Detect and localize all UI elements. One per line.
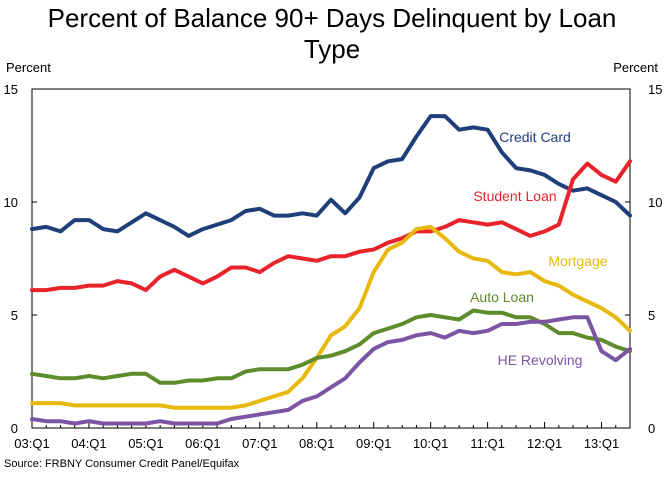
x-tick-label: 04:Q1	[71, 436, 106, 451]
x-tick-label: 06:Q1	[185, 436, 220, 451]
series-line-mortgage	[30, 224, 632, 410]
series-label-he-revolving: HE Revolving	[498, 352, 583, 368]
series-label-student-loan: Student Loan	[473, 188, 556, 204]
series-line-he-revolving	[30, 315, 632, 426]
y-axis-label-left: Percent	[6, 60, 51, 75]
series-label-auto-loan: Auto Loan	[470, 289, 534, 305]
y-tick-label-right: 15	[648, 82, 662, 97]
x-tick-label: 11:Q1	[470, 436, 504, 451]
series-line-credit-card	[30, 114, 632, 238]
series-line-student-loan	[30, 159, 632, 293]
x-tick-label: 10:Q1	[413, 436, 448, 451]
y-tick-label-left: 5	[11, 308, 18, 323]
y-tick-label-right: 5	[648, 308, 655, 323]
x-tick-label: 12:Q1	[527, 436, 562, 451]
x-tick-label: 03:Q1	[14, 436, 49, 451]
x-tick-label: 13:Q1	[584, 436, 619, 451]
chart-title-line-2: Type	[303, 34, 361, 64]
chart-title-line-1: Percent of Balance 90+ Days Delinquent b…	[47, 3, 617, 33]
y-tick-label-left: 10	[4, 195, 18, 210]
y-tick-label-left: 15	[4, 82, 18, 97]
series-line-auto-loan	[30, 308, 632, 385]
series-label-mortgage: Mortgage	[548, 253, 607, 269]
source-note: Source: FRBNY Consumer Credit Panel/Equi…	[4, 458, 240, 470]
series-label-credit-card: Credit Card	[499, 129, 571, 145]
y-axis-label-right: Percent	[613, 60, 658, 75]
x-tick-label: 07:Q1	[242, 436, 277, 451]
x-tick-label: 08:Q1	[299, 436, 334, 451]
x-tick-label: 09:Q1	[356, 436, 391, 451]
y-tick-label-right: 10	[648, 195, 662, 210]
y-tick-label-right: 0	[648, 421, 655, 436]
chart-title: Percent of Balance 90+ Days Delinquent b…	[0, 3, 664, 65]
x-tick-label: 05:Q1	[128, 436, 163, 451]
y-tick-label-left: 0	[11, 421, 18, 436]
